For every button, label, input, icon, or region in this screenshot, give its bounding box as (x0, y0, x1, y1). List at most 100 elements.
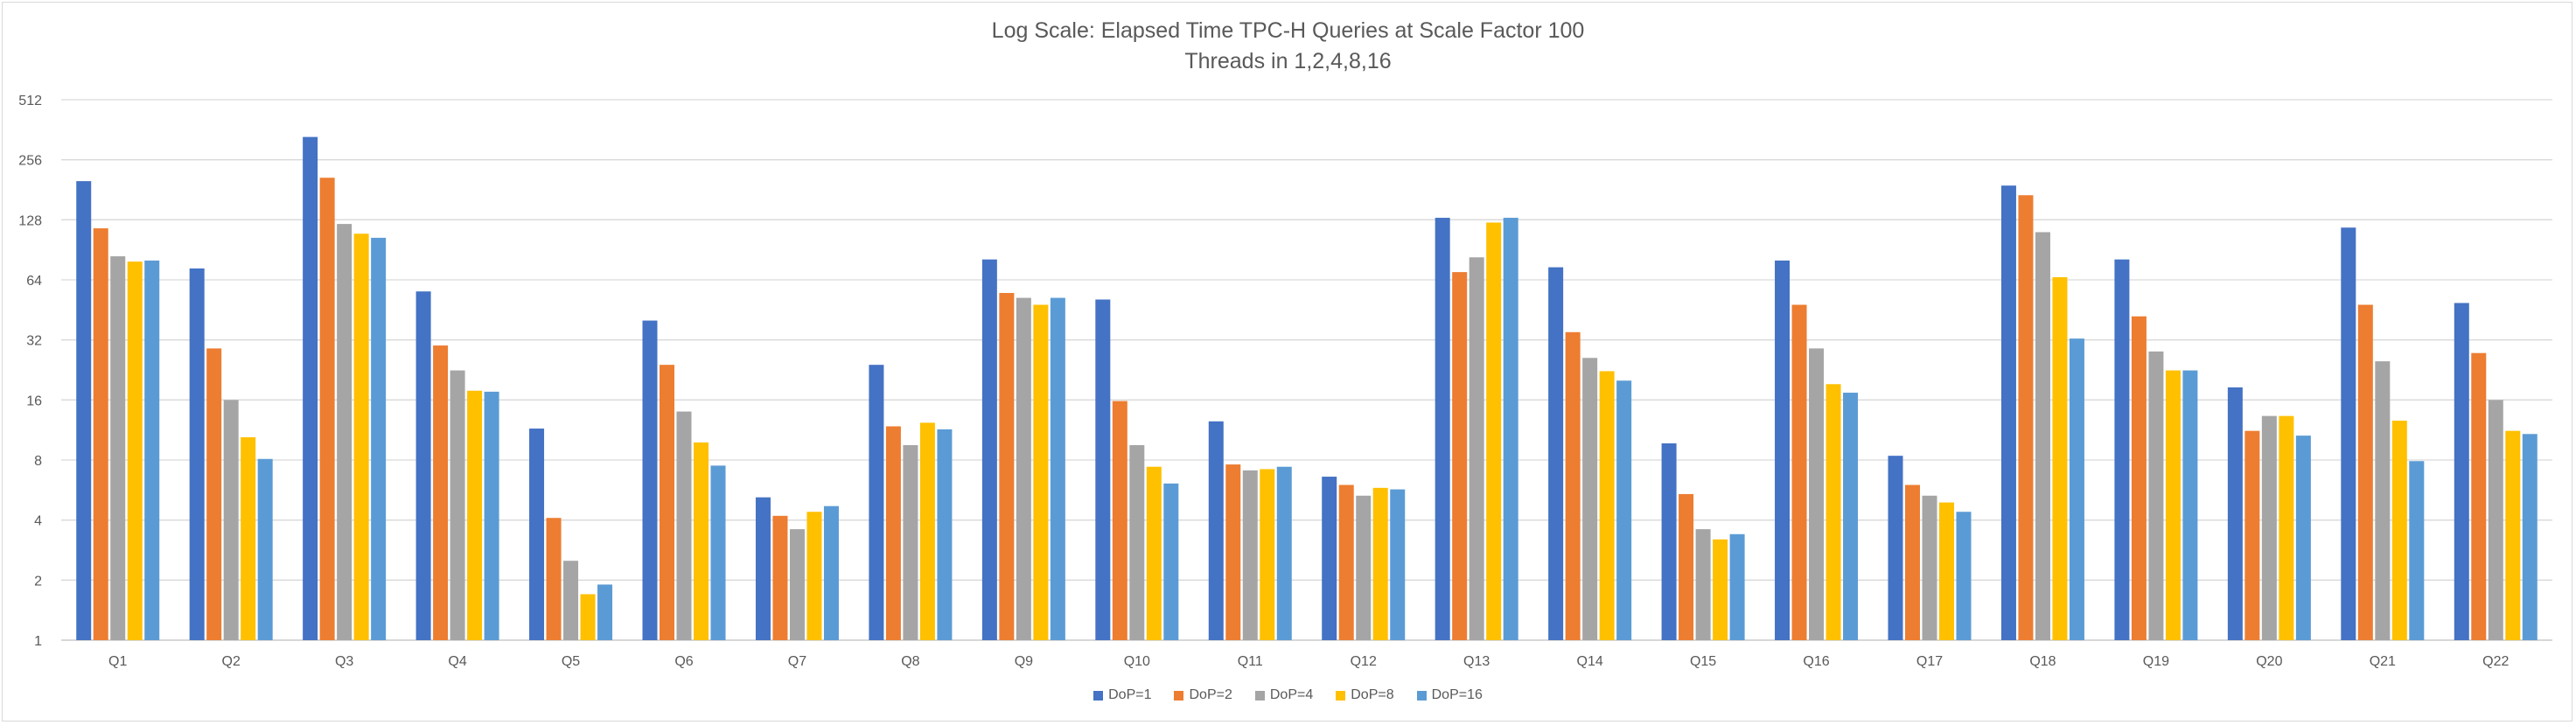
x-tick-label: Q2 (222, 654, 241, 669)
bar (1695, 529, 1711, 640)
bar (1582, 358, 1598, 640)
bar (2000, 185, 2016, 640)
bar (710, 465, 726, 640)
bar (415, 291, 431, 640)
bar (1843, 393, 1859, 640)
x-tick-label: Q13 (1463, 654, 1490, 669)
bar (450, 370, 465, 640)
y-tick-label: 32 (26, 334, 42, 349)
bar (806, 512, 822, 640)
bar (772, 515, 788, 640)
bar (2505, 430, 2521, 640)
y-tick-label: 16 (26, 394, 42, 408)
bar (529, 429, 545, 640)
bar (1791, 304, 1807, 640)
bar (2375, 361, 2391, 640)
legend-swatch (1174, 690, 1184, 701)
legend-entry: DoP=8 (1336, 687, 1394, 703)
bar (1016, 297, 1031, 640)
legend-label: DoP=16 (1431, 687, 1483, 702)
bar (2018, 195, 2034, 641)
bar (1486, 222, 1502, 640)
x-tick-label: Q21 (2370, 654, 2396, 669)
legend-label: DoP=1 (1108, 687, 1152, 702)
bar (189, 268, 205, 640)
bar (223, 400, 239, 640)
x-tick-label: Q4 (448, 654, 466, 669)
legend-entry: DoP=2 (1174, 687, 1232, 703)
bar (1260, 469, 1275, 640)
bar (1599, 371, 1615, 640)
bar (2471, 352, 2487, 640)
bar (1050, 297, 1065, 640)
bar (789, 529, 805, 640)
bar (1163, 483, 1179, 640)
bar (1661, 443, 1677, 640)
bar (2069, 338, 2084, 640)
x-tick-label: Q7 (788, 654, 806, 669)
bar (1905, 484, 1920, 640)
bar (1208, 421, 1224, 640)
chart-subtitle: Threads in 1,2,4,8,16 (1184, 49, 1392, 73)
bar (1729, 533, 1745, 640)
bar (1503, 218, 1518, 641)
legend-label: DoP=2 (1189, 687, 1232, 702)
bar (2357, 304, 2373, 640)
bar (1033, 304, 1049, 640)
x-tick-label: Q19 (2143, 654, 2169, 669)
bar (981, 259, 997, 640)
y-tick-label: 4 (34, 514, 42, 529)
bar (1826, 384, 1841, 640)
bar (563, 561, 579, 640)
bar (337, 224, 353, 640)
bar (1548, 267, 1564, 640)
x-tick-label: Q9 (1015, 654, 1033, 669)
bar (694, 442, 709, 640)
bar (2035, 232, 2050, 640)
bar (2409, 461, 2425, 640)
legend-swatch (1336, 690, 1346, 701)
bar (1565, 331, 1581, 640)
bar (885, 426, 901, 640)
legend-swatch (1093, 690, 1104, 701)
chart-title: Log Scale: Elapsed Time TPC-H Queries at… (991, 18, 1585, 43)
bar (1242, 470, 1258, 640)
x-tick-label: Q12 (1351, 654, 1377, 669)
bar (2227, 387, 2243, 640)
x-tick-label: Q22 (2482, 654, 2509, 669)
x-tick-label: Q10 (1124, 654, 1150, 669)
x-tick-label: Q6 (674, 654, 693, 669)
bar (1322, 477, 1337, 640)
x-tick-label: Q14 (1577, 654, 1603, 669)
bar (2182, 370, 2198, 640)
y-tick-label: 1 (34, 634, 42, 649)
bar (1372, 487, 1388, 640)
bar (1338, 484, 1354, 640)
bar (93, 228, 108, 640)
x-tick-label: Q5 (562, 654, 580, 669)
x-tick-label: Q8 (901, 654, 919, 669)
bar (2244, 430, 2260, 640)
bar (2295, 436, 2311, 640)
bar (2279, 415, 2294, 640)
bar (1888, 456, 1903, 640)
bar (903, 444, 918, 640)
bar (1956, 512, 1972, 640)
bar (580, 594, 596, 640)
bar (2114, 259, 2130, 640)
bar (1922, 495, 1937, 640)
bar (1356, 495, 1372, 640)
bar (937, 429, 953, 640)
legend-entry: DoP=1 (1093, 687, 1151, 703)
bar (869, 365, 884, 640)
x-tick-label: Q17 (1916, 654, 1943, 669)
bar (467, 390, 483, 640)
bar (1809, 348, 1825, 640)
bar (371, 237, 387, 640)
bar (1775, 260, 1791, 640)
bar (1112, 401, 1127, 640)
bar (642, 320, 658, 640)
bar (597, 584, 613, 640)
legend-label: DoP=4 (1269, 687, 1314, 702)
